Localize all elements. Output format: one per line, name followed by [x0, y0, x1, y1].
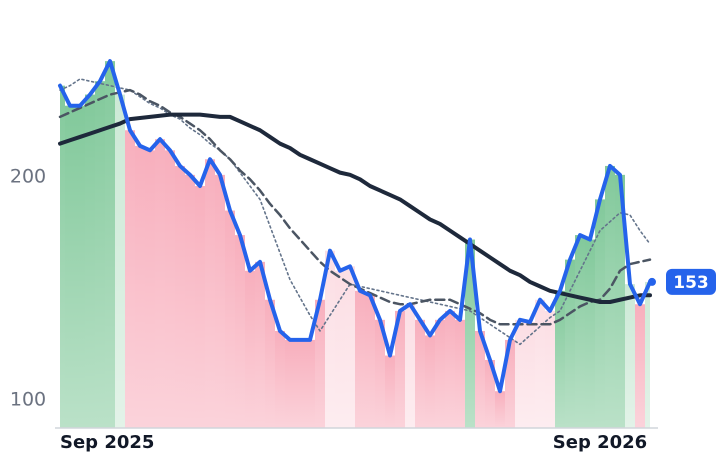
- column-fade: [155, 139, 165, 428]
- column-fade: [105, 61, 115, 429]
- column-fade: [265, 299, 275, 428]
- column-fade: [145, 150, 155, 428]
- column-fade: [485, 359, 495, 428]
- column-fade: [605, 165, 615, 428]
- column-fade: [585, 239, 595, 428]
- column-fade: [395, 310, 405, 428]
- column-fade: [345, 266, 355, 428]
- column-fade: [465, 239, 475, 428]
- column-fade: [165, 150, 175, 428]
- price-line: [58, 59, 652, 394]
- long-average-line: [58, 112, 652, 304]
- column-fade: [85, 94, 95, 428]
- column-fade: [475, 330, 485, 428]
- column-fade: [325, 250, 335, 428]
- column-fade: [435, 319, 445, 428]
- column-fade: [405, 304, 415, 428]
- last-value-dot: [648, 277, 656, 286]
- column-fade: [525, 322, 535, 428]
- column-fade: [125, 130, 135, 429]
- column-fade: [185, 174, 195, 428]
- column-fade: [235, 235, 245, 428]
- column-fade: [365, 295, 375, 428]
- column-fade: [175, 165, 185, 428]
- column-fade: [495, 391, 505, 428]
- column-fade: [255, 261, 265, 428]
- column-fade: [245, 270, 255, 428]
- column-fade: [645, 281, 650, 428]
- column-fade: [335, 270, 345, 428]
- column-fade: [215, 174, 225, 428]
- column-fade: [355, 290, 365, 428]
- column-fade: [115, 94, 125, 428]
- column-fade: [305, 339, 315, 428]
- column-fade: [635, 304, 645, 428]
- column-fade: [225, 210, 235, 428]
- column-fade: [535, 299, 545, 428]
- last-value-badge: [666, 268, 716, 295]
- column-fade: [315, 299, 325, 428]
- lines: [58, 59, 652, 394]
- column-fade: [60, 85, 65, 429]
- column-fade: [505, 339, 515, 428]
- column-fade: [565, 259, 575, 428]
- column-fade: [625, 284, 635, 428]
- column-fade: [415, 319, 425, 428]
- column-fade: [95, 81, 105, 428]
- column-fade: [445, 310, 455, 428]
- column-fade: [545, 310, 555, 428]
- column-fade: [75, 105, 85, 428]
- x-tick-label: Sep 2026: [553, 432, 647, 453]
- column-fade: [455, 319, 465, 428]
- mid-average-line: [58, 88, 652, 326]
- last-value-label: 153: [673, 273, 709, 293]
- column-fade: [575, 235, 585, 428]
- x-tick-label: Sep 2025: [60, 432, 154, 453]
- column-fade: [65, 105, 75, 428]
- y-tick-label: 200: [10, 166, 46, 188]
- column-fade: [195, 186, 205, 428]
- column-fade: [285, 339, 295, 428]
- column-fade: [385, 355, 395, 428]
- column-fade: [375, 319, 385, 428]
- short-average-line: [59, 78, 651, 346]
- y-tick-label: 100: [10, 389, 46, 411]
- column-fade: [555, 290, 565, 428]
- column-fade: [275, 330, 285, 428]
- column-fade: [295, 339, 305, 428]
- column-fade: [425, 335, 435, 428]
- column-fade: [515, 319, 525, 428]
- column-fade: [205, 159, 215, 429]
- column-fade: [135, 145, 145, 428]
- column-fade: [595, 199, 605, 428]
